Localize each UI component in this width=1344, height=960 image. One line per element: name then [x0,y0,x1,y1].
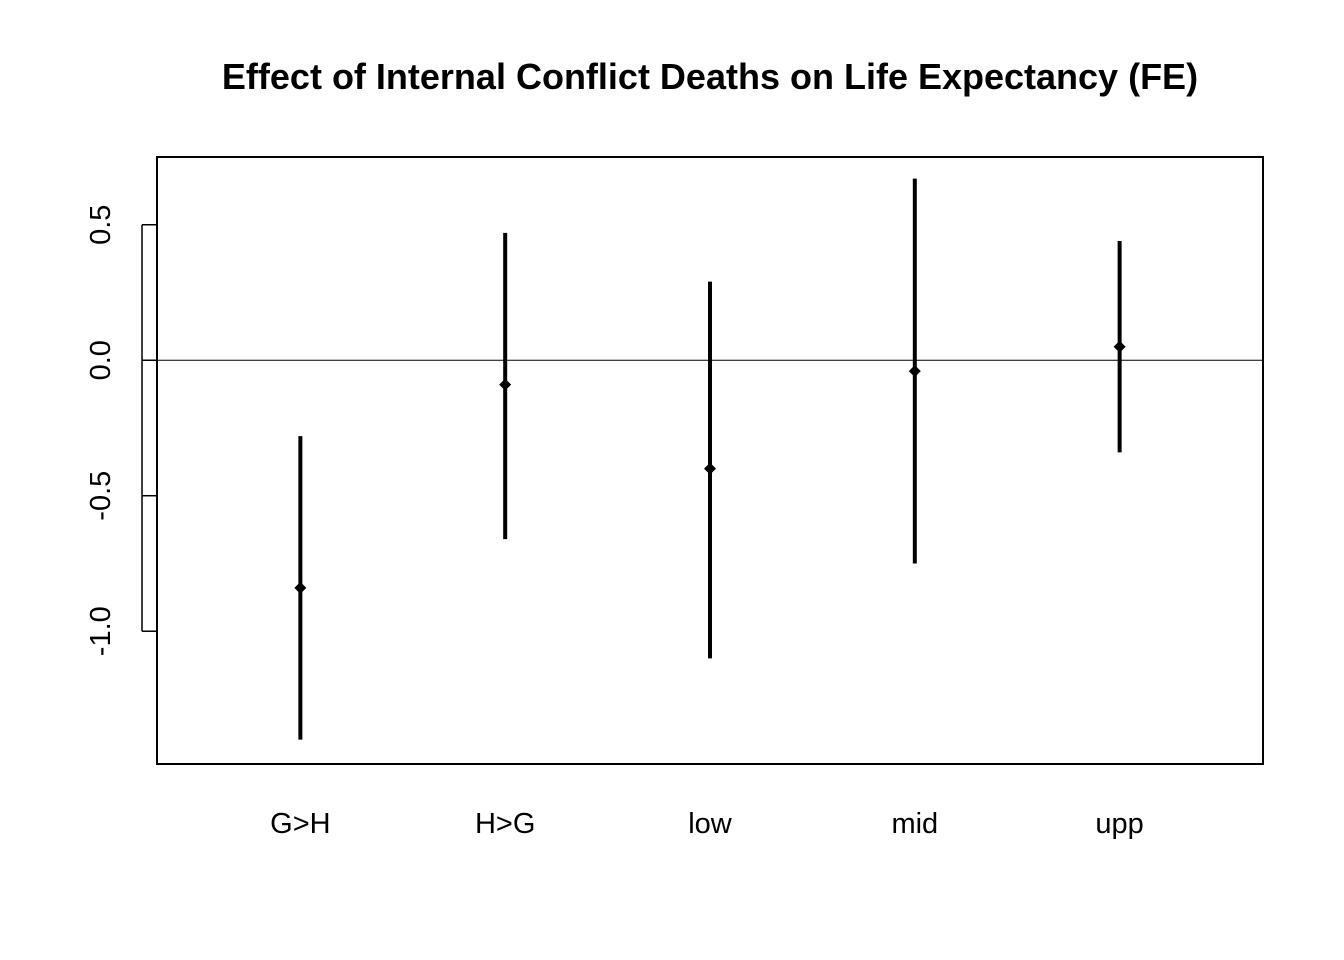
estimate-point [499,378,512,391]
y-tick-label: -0.5 [85,471,117,521]
x-tick-label: mid [891,808,938,840]
x-tick-label: upp [1095,808,1143,840]
estimate-point [704,462,716,475]
estimate-point [1113,340,1126,353]
estimate-points [294,340,1126,594]
estimate-point [294,581,307,594]
x-axis-labels: G>H H>G low mid upp [270,808,1144,840]
plot-frame [156,156,1264,765]
x-tick-label: low [688,808,733,840]
chart-title: Effect of Internal Conflict Deaths on Li… [221,56,1199,97]
x-tick-label: H>G [475,808,535,840]
y-tick-label: 0.0 [85,340,117,380]
y-tick-label: 0.5 [85,205,117,245]
x-tick-label: G>H [270,808,330,840]
y-axis-ticks: -1.0 -0.5 0.0 0.5 [85,205,157,656]
estimate-point [908,365,921,378]
y-tick-label: -1.0 [85,606,117,656]
error-bars [298,178,1122,740]
